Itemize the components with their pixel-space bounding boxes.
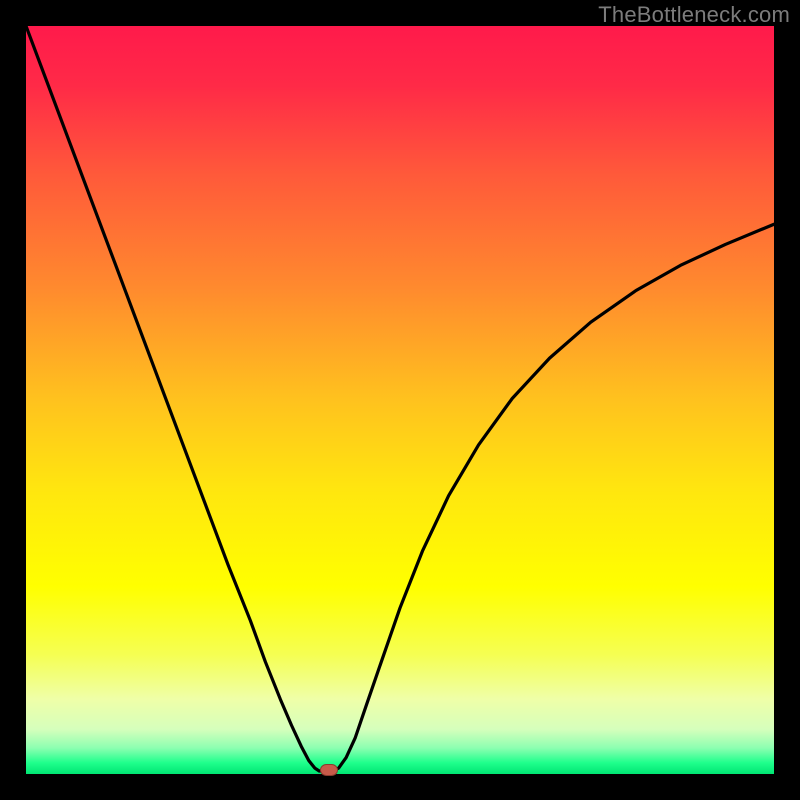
bottleneck-curve	[26, 26, 774, 774]
optimal-point-marker	[320, 764, 338, 776]
plot-area	[26, 26, 774, 774]
watermark-text: TheBottleneck.com	[598, 2, 790, 28]
chart-frame: TheBottleneck.com	[0, 0, 800, 800]
